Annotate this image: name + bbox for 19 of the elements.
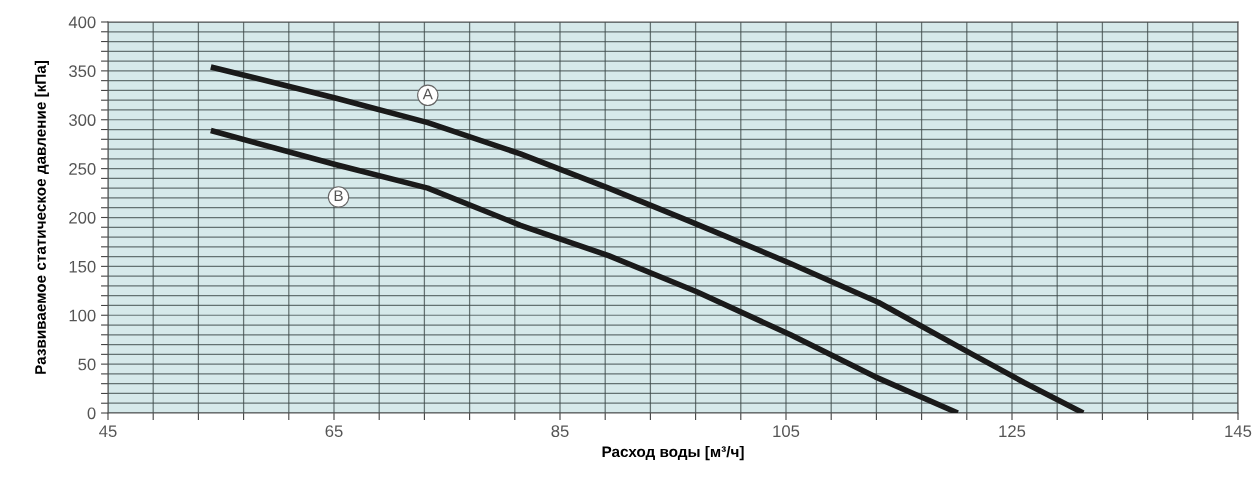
y-tick-label: 0 — [87, 407, 96, 420]
y-axis-title: Развиваемое статическое давление [кПа] — [34, 60, 49, 374]
y-tick-label: 50 — [78, 358, 96, 371]
annotation: B — [334, 190, 343, 201]
y-tick-label: 100 — [69, 309, 96, 322]
y-tick-label: 350 — [69, 65, 96, 78]
x-tick-label: 45 — [99, 425, 117, 438]
x-tick-label: 85 — [551, 425, 569, 438]
x-tick-label: 65 — [325, 425, 343, 438]
x-tick-label: 125 — [999, 425, 1026, 438]
x-axis-title: Расход воды [м³/ч] — [602, 445, 744, 461]
x-tick-label: 105 — [773, 425, 800, 438]
y-tick-label: 400 — [68, 16, 96, 29]
y-tick-label: 200 — [69, 211, 96, 224]
y-tick-label: 300 — [69, 114, 96, 126]
y-tick-label: 150 — [69, 260, 96, 273]
x-tick-label: 145 — [1225, 425, 1252, 438]
annotation: A — [422, 88, 433, 100]
y-tick-label: 250 — [69, 163, 96, 175]
